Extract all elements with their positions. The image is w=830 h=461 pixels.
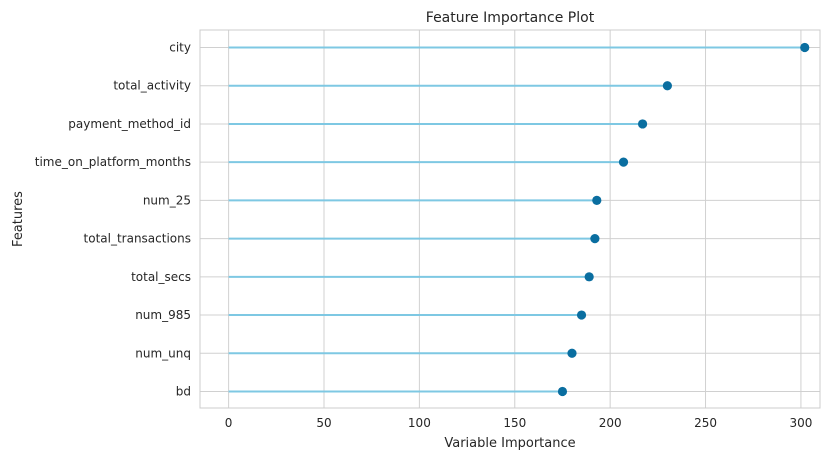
y-tick-label-bd: bd: [176, 384, 191, 398]
x-tick-label: 50: [316, 416, 331, 430]
x-axis-title: Variable Importance: [444, 436, 575, 451]
marker-total-transactions: [590, 234, 600, 244]
y-tick-label-num-985: num_985: [135, 308, 191, 322]
lollipop-markers: [557, 42, 810, 397]
x-tick-label: 200: [599, 416, 622, 430]
x-tick-label: 300: [789, 416, 812, 430]
marker-total-secs: [584, 272, 594, 282]
y-tick-label-city: city: [169, 41, 191, 55]
x-tick-label: 100: [408, 416, 431, 430]
y-tick-labels: city total_activity payment_method_id time_…: [35, 41, 191, 399]
x-tick-label: 150: [503, 416, 526, 430]
marker-bd: [557, 386, 568, 397]
marker-city: [800, 42, 810, 53]
plot-frame: [199, 29, 821, 409]
marker-num-25: [592, 195, 602, 205]
marker-num-985: [576, 310, 587, 320]
y-axis-title: Features: [11, 191, 26, 247]
x-tick-label: 0: [225, 416, 233, 430]
y-tick-label-total-secs: total_secs: [131, 270, 191, 284]
marker-payment-method-id: [637, 119, 648, 129]
marker-total-activity: [662, 81, 672, 91]
y-tick-label-payment-method-id: payment_method_id: [68, 117, 191, 131]
y-tick-label-num-unq: num_unq: [135, 346, 191, 360]
y-tick-label-total-activity: total_activity: [113, 79, 191, 93]
x-tick-labels: 0 50 100 150 200 250 300: [225, 416, 813, 430]
x-tick-label: 250: [694, 416, 717, 430]
marker-num-unq: [567, 348, 577, 358]
y-tick-label-total-transactions: total_transactions: [84, 232, 191, 246]
marker-time-on-platform-months: [618, 157, 629, 167]
lollipop-stems: [228, 46, 805, 393]
chart-title: Feature Importance Plot: [426, 10, 595, 26]
y-tick-label-time-on-platform-months: time_on_platform_months: [35, 155, 191, 169]
y-tick-label-num-25: num_25: [143, 193, 191, 207]
